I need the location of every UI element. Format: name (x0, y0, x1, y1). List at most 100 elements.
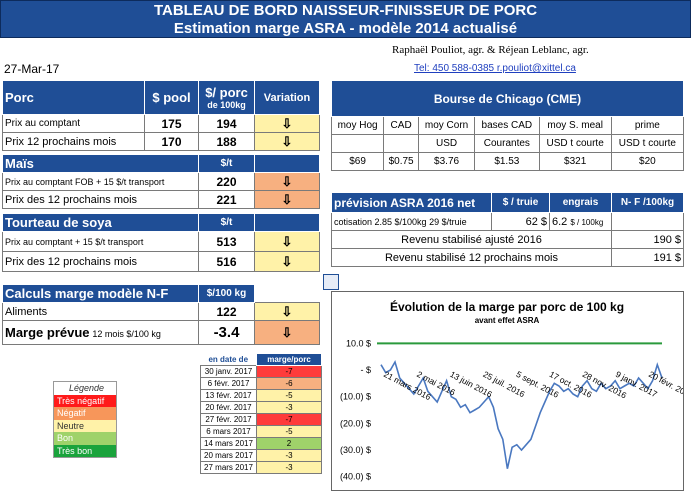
history-date: 6 févr. 2017 (200, 377, 257, 390)
soya-unit: $/t (198, 213, 255, 232)
col-date: en date de (200, 353, 257, 366)
col-variation: Variation (254, 80, 320, 115)
cme-col: prime (610, 116, 685, 135)
legend-item: Négatif (54, 407, 116, 420)
calc-table: Calculs marge modèle N-F $/100 kg Aliment… (2, 284, 320, 345)
down-arrow-icon: ⇩ (254, 114, 320, 133)
history-value: -5 (256, 425, 322, 438)
cme-unit (330, 134, 385, 153)
chart-svg: Évolution de la marge par porc de 100 kg… (340, 299, 691, 482)
history-table: en date de marge/porc 30 janv. 2017 -7 6 f… (200, 353, 322, 474)
chart-title: Évolution de la marge par porc de 100 kg (390, 299, 624, 314)
soya-row-label: Prix au comptant + 15 $/t transport (2, 231, 199, 252)
cme-value: $20 (610, 152, 685, 171)
mais-row-label: Prix des 12 prochains mois (2, 190, 199, 209)
porc-pool-value: 175 (144, 114, 199, 133)
down-arrow-icon: ⇩ (254, 231, 320, 252)
soya-table: Tourteau de soya $/t Prix au comptant + 1… (2, 213, 320, 272)
y-tick-label: (10.0) $ (340, 392, 371, 402)
porc-row-label: Prix 12 prochains mois (2, 132, 145, 151)
mais-value: 220 (198, 172, 255, 191)
cme-value: $69 (330, 152, 385, 171)
history-value: -3 (256, 401, 322, 414)
y-tick-label: 10.0 $ (346, 338, 371, 348)
contact-link[interactable]: Tel: 450 588-0385 r.pouliot@xittel.ca (414, 63, 576, 74)
cme-title: Bourse de Chicago (CME) (331, 80, 684, 117)
cme-unit: USD (418, 134, 476, 153)
cme-col: moy Corn (418, 116, 476, 135)
down-arrow-icon: ⇩ (254, 190, 320, 209)
cme-col: moy S. meal (538, 116, 612, 135)
col-pool: $ pool (144, 80, 199, 115)
soya-value: 513 (198, 231, 255, 252)
cme-col: moy Hog (330, 116, 385, 135)
legend-item: Bon (54, 432, 116, 445)
porc-porc-value: 194 (198, 114, 255, 133)
down-arrow-icon: ⇩ (254, 172, 320, 191)
engrais-value: 6.2 $ / 100kg (549, 212, 612, 231)
dashboard-title: TABLEAU DE BORD NAISSEUR-FINISSEUR DE PO… (153, 2, 538, 19)
col-porc: $/ porc de 100kg (198, 80, 255, 115)
dashboard-subtitle: Estimation marge ASRA - modèle 2014 actu… (173, 20, 518, 37)
history-date: 14 mars 2017 (200, 437, 257, 450)
down-arrow-icon: ⇩ (254, 302, 320, 321)
authors: Raphaël Pouliot, agr. & Réjean Leblanc, … (392, 44, 589, 56)
y-tick-label: (20.0) $ (340, 418, 371, 428)
col-engrais: engrais (549, 192, 612, 213)
history-value: -5 (256, 389, 322, 402)
history-value: -7 (256, 413, 322, 426)
porc-row-label: Prix au comptant (2, 114, 145, 133)
marge-label: Marge prévue 12 mois $/100 kg (2, 320, 199, 345)
history-value: -7 (256, 365, 322, 378)
calc-title: Calculs marge modèle N-F (2, 284, 199, 303)
legend-title: Légende (54, 382, 116, 395)
col-marge: marge/porc (256, 353, 322, 366)
mais-title: Maïs (2, 154, 199, 173)
soya-row-label: Prix des 12 prochains mois (2, 251, 199, 272)
cotisation-label: cotisation 2.85 $/100kg 29 $/truie (331, 212, 492, 231)
mais-value: 221 (198, 190, 255, 209)
history-date: 27 mars 2017 (200, 461, 257, 474)
chart-subtitle: avant effet ASRA (475, 316, 540, 325)
history-date: 6 mars 2017 (200, 425, 257, 438)
history-value: 2 (256, 437, 322, 450)
col-truie: $ / truie (491, 192, 550, 213)
aliments-value: 122 (198, 302, 255, 321)
history-date: 13 févr. 2017 (200, 389, 257, 402)
revenu-value: 191 $ (611, 248, 684, 267)
down-arrow-icon: ⇩ (254, 132, 320, 151)
soya-title: Tourteau de soya (2, 213, 199, 232)
col-nf: N- F /100kg (611, 192, 684, 213)
mais-unit: $/t (198, 154, 255, 173)
porc-porc-value: 188 (198, 132, 255, 151)
porc-pool-value: 170 (144, 132, 199, 151)
cme-value: $0.75 (383, 152, 420, 171)
y-tick-label: (40.0) $ (340, 472, 371, 482)
history-value: -3 (256, 461, 322, 474)
history-date: 20 févr. 2017 (200, 401, 257, 414)
mais-row-label: Prix au comptant FOB + 15 $/t transport (2, 172, 199, 191)
revenu-label: Revenu stabilisé ajusté 2016 (331, 230, 612, 249)
history-date: 30 janv. 2017 (200, 365, 257, 378)
y-tick-label: - $ (360, 365, 371, 375)
chart-toggle-icon[interactable] (323, 274, 339, 290)
down-arrow-icon: ⇩ (254, 320, 320, 345)
cme-value: $321 (538, 152, 612, 171)
cme-col: bases CAD (474, 116, 540, 135)
mais-table: Maïs $/t Prix au comptant FOB + 15 $/t tr… (2, 154, 320, 209)
cme-unit: USD t courte (538, 134, 612, 153)
revenu-value: 190 $ (611, 230, 684, 249)
legend-item: Très bon (54, 444, 116, 457)
down-arrow-icon: ⇩ (254, 251, 320, 272)
series-line-margin (380, 359, 663, 469)
porc-table: Porc $ pool $/ porc de 100kg Variation Pr… (2, 80, 320, 151)
cotisation-value: 62 $ (491, 212, 550, 231)
report-date: 27-Mar-17 (4, 62, 60, 76)
margin-chart: Évolution de la marge par porc de 100 kg… (331, 291, 691, 491)
cme-col: CAD (383, 116, 420, 135)
dashboard-header: TABLEAU DE BORD NAISSEUR-FINISSEUR DE PO… (0, 0, 691, 38)
history-value: -3 (256, 449, 322, 462)
cme-value: $1.53 (474, 152, 540, 171)
marge-value: -3.4 (198, 320, 255, 345)
cme-unit (383, 134, 420, 153)
